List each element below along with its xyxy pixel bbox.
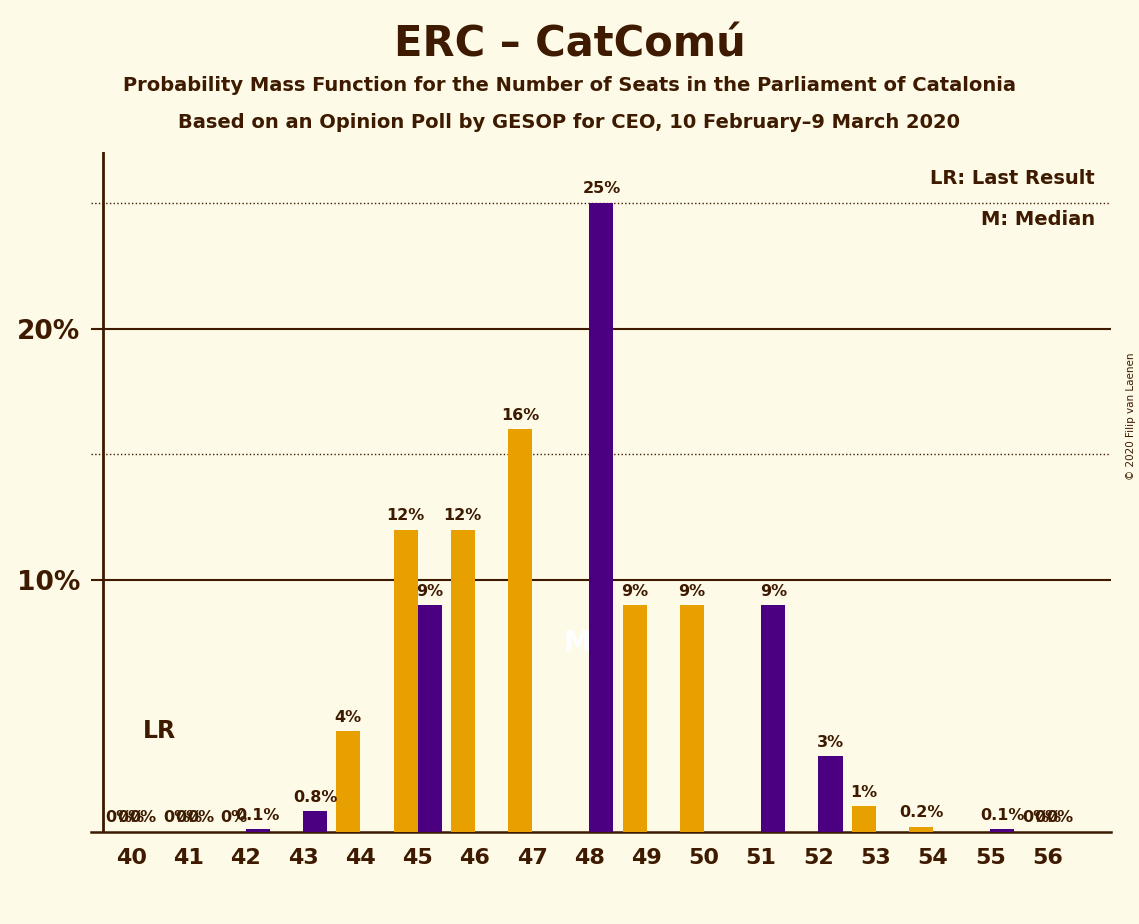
Text: 0.1%: 0.1% [236, 808, 280, 822]
Text: 9%: 9% [679, 584, 705, 599]
Text: 0%: 0% [117, 810, 145, 825]
Text: 3%: 3% [817, 735, 844, 750]
Text: M: M [564, 629, 591, 657]
Bar [246, 829, 270, 832]
Text: M: Median: M: Median [981, 210, 1096, 229]
Text: 0%: 0% [163, 810, 190, 825]
Bar [819, 756, 843, 832]
Text: 0%: 0% [130, 810, 157, 825]
Bar [508, 429, 532, 832]
Text: Based on an Opinion Poll by GESOP for CEO, 10 February–9 March 2020: Based on an Opinion Poll by GESOP for CE… [179, 113, 960, 132]
Text: 0.1%: 0.1% [980, 808, 1024, 822]
Bar [761, 605, 785, 832]
Text: 12%: 12% [386, 508, 425, 524]
Text: 0.2%: 0.2% [899, 806, 943, 821]
Text: 0%: 0% [1022, 810, 1049, 825]
Text: LR: LR [142, 719, 175, 743]
Bar [990, 829, 1015, 832]
Text: ERC – CatComú: ERC – CatComú [394, 23, 745, 65]
Text: 25%: 25% [582, 181, 621, 197]
Bar [909, 827, 933, 832]
Bar [303, 811, 327, 832]
Text: 0%: 0% [175, 810, 202, 825]
Text: 4%: 4% [335, 710, 362, 724]
Text: 9%: 9% [416, 584, 443, 599]
Text: LR: Last Result: LR: Last Result [931, 169, 1096, 188]
Text: 1%: 1% [850, 785, 877, 800]
Bar [589, 202, 614, 832]
Bar [680, 605, 704, 832]
Text: 0%: 0% [106, 810, 133, 825]
Text: 0%: 0% [220, 810, 247, 825]
Text: 0%: 0% [187, 810, 214, 825]
Bar [336, 731, 360, 832]
Bar [393, 529, 418, 832]
Text: 9%: 9% [621, 584, 648, 599]
Text: Probability Mass Function for the Number of Seats in the Parliament of Catalonia: Probability Mass Function for the Number… [123, 76, 1016, 95]
Text: 16%: 16% [501, 407, 539, 423]
Bar [852, 807, 876, 832]
Text: 12%: 12% [444, 508, 482, 524]
Text: 0.8%: 0.8% [293, 790, 337, 805]
Text: 0%: 0% [1034, 810, 1062, 825]
Bar [451, 529, 475, 832]
Text: © 2020 Filip van Laenen: © 2020 Filip van Laenen [1126, 352, 1136, 480]
Bar [623, 605, 647, 832]
Text: 0%: 0% [1046, 810, 1073, 825]
Bar [418, 605, 442, 832]
Text: 9%: 9% [760, 584, 787, 599]
